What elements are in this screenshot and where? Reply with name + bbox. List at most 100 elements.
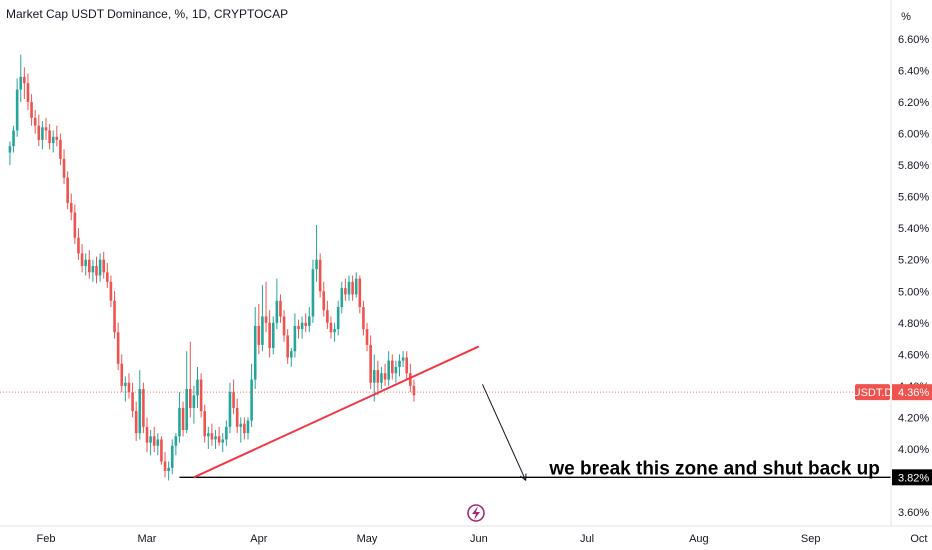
y-tick-label: 5.20% [898, 255, 929, 267]
level-price-marker: 3.82% [892, 469, 932, 486]
candle [228, 382, 232, 434]
candle [253, 307, 257, 390]
candle [69, 193, 73, 221]
candle [271, 316, 275, 355]
candle [156, 433, 160, 456]
candle [124, 376, 127, 402]
drawings-layer: we break this zone and shut back up [0, 345, 891, 481]
candle [48, 124, 51, 150]
candle [102, 251, 106, 279]
candle [401, 351, 405, 367]
candle [308, 307, 311, 333]
candle [217, 426, 221, 446]
svg-text:USDT.D: USDT.D [853, 387, 893, 399]
candle [8, 141, 12, 166]
candle [232, 379, 235, 415]
y-tick-label: 6.00% [898, 129, 929, 141]
candle [160, 436, 163, 465]
time-axis: Feb Mar Apr May Jun Jul Aug Sep Oct [37, 533, 928, 545]
annotation-text[interactable]: we break this zone and shut back up [548, 458, 879, 479]
trendline[interactable] [193, 345, 480, 479]
candle [178, 392, 181, 443]
candle [41, 120, 44, 150]
y-tick-label: 6.60% [898, 34, 929, 46]
candle [207, 426, 210, 449]
flash-icon[interactable] [467, 504, 485, 522]
candle [116, 322, 120, 371]
candle [170, 439, 174, 475]
current-price-marker: 4.36% [892, 384, 932, 401]
candle [59, 133, 62, 166]
candle [329, 316, 333, 339]
x-tick-label: Jun [470, 533, 488, 545]
candle [109, 275, 113, 308]
candle [225, 420, 228, 446]
candle [62, 149, 66, 185]
candle [239, 417, 243, 443]
symbol-marker: USDT.D [853, 384, 893, 401]
candle [369, 335, 372, 390]
x-tick-label: Oct [910, 533, 927, 545]
candle [23, 67, 26, 99]
y-tick-label: 4.00% [898, 444, 929, 456]
x-tick-label: Mar [138, 533, 157, 545]
candle [19, 54, 23, 103]
candle [311, 259, 315, 323]
candle [322, 281, 326, 317]
candle [66, 171, 69, 210]
candle [106, 262, 109, 289]
candle [318, 253, 322, 298]
y-tick-label: 5.80% [898, 160, 929, 172]
candle [127, 373, 131, 399]
price-axis: 6.60% 6.40% 6.20% 6.00% 5.80% 5.60% 5.40% 5.20%… [898, 34, 929, 519]
candle [12, 125, 15, 153]
candle [289, 348, 293, 367]
candle [80, 243, 84, 273]
x-tick-label: Feb [37, 533, 56, 545]
candle [326, 300, 329, 330]
candle [214, 430, 217, 449]
y-tick-label: 4.60% [898, 349, 929, 361]
candle [174, 433, 178, 456]
candle [51, 130, 55, 153]
candle [300, 316, 304, 339]
candle [275, 278, 279, 330]
candle [167, 461, 170, 481]
candle [358, 275, 362, 314]
candle [142, 382, 145, 434]
candle [293, 313, 297, 358]
y-tick-label: 4.20% [898, 412, 929, 424]
candle [333, 322, 336, 342]
candle [394, 360, 398, 383]
candle [304, 313, 308, 333]
candle [98, 253, 102, 282]
candle [131, 382, 134, 418]
candle [336, 300, 340, 336]
candle [199, 373, 203, 418]
candle [149, 430, 152, 456]
candle [30, 94, 33, 126]
chart-title: Market Cap USDT Dominance, %, 1D, CRYPTO… [6, 7, 289, 21]
candle [95, 256, 98, 284]
candle [257, 303, 261, 355]
candle [192, 385, 196, 424]
candle [181, 401, 185, 437]
x-tick-label: Aug [689, 533, 709, 545]
y-tick-label: 5.60% [898, 192, 929, 204]
candle [250, 363, 253, 427]
candle [134, 401, 138, 442]
candle [210, 423, 214, 446]
candle [113, 291, 116, 339]
candle [246, 417, 250, 440]
y-tick-label: 3.60% [898, 507, 929, 519]
candle [365, 322, 369, 352]
candle [351, 275, 354, 301]
candle [87, 250, 91, 279]
down-arrow[interactable] [482, 384, 527, 481]
svg-text:3.82%: 3.82% [898, 472, 929, 484]
candle [235, 398, 239, 434]
svg-text:4.36%: 4.36% [898, 387, 929, 399]
candle [196, 366, 199, 408]
candle [163, 452, 167, 478]
